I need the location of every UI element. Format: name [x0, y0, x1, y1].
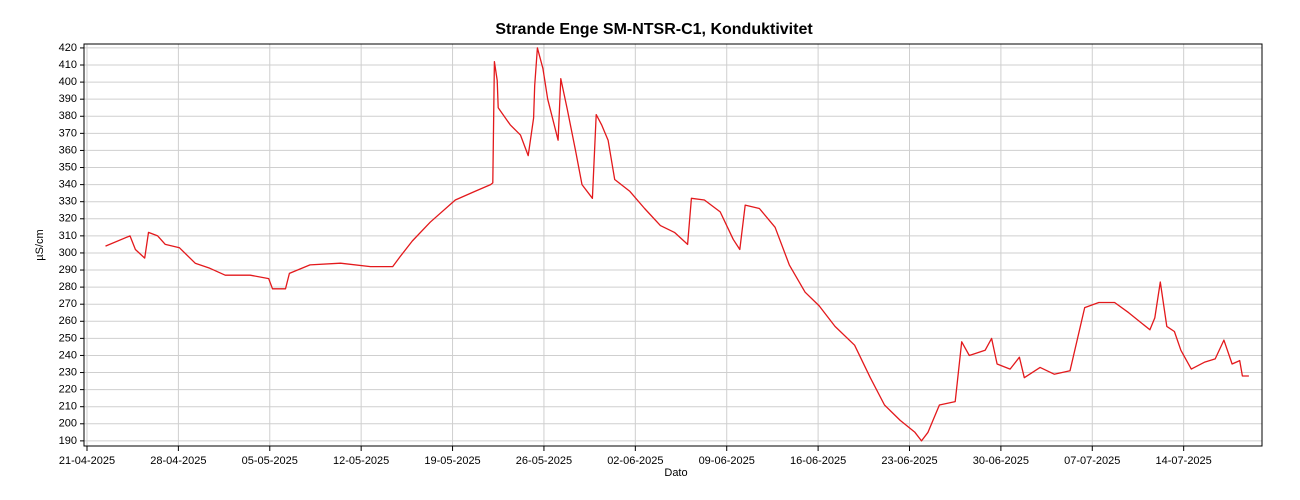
x-tick-label: 26-05-2025 [516, 455, 572, 467]
x-tick-label: 19-05-2025 [424, 455, 480, 467]
y-tick-label: 330 [59, 196, 77, 208]
x-tick-label: 09-06-2025 [699, 455, 755, 467]
y-tick-label: 270 [59, 298, 77, 310]
y-tick-label: 250 [59, 332, 77, 344]
y-tick-label: 340 [59, 179, 77, 191]
y-tick-label: 260 [59, 315, 77, 327]
y-tick-label: 410 [59, 59, 77, 71]
y-tick-label: 380 [59, 110, 77, 122]
y-tick-label: 300 [59, 247, 77, 259]
y-tick-label: 420 [59, 42, 77, 54]
y-tick-label: 290 [59, 264, 77, 276]
y-tick-label: 360 [59, 144, 77, 156]
y-tick-label: 190 [59, 435, 77, 447]
data-line [105, 47, 1249, 442]
x-tick-label: 07-07-2025 [1064, 455, 1120, 467]
y-tick-label: 370 [59, 127, 77, 139]
x-axis-label: Dato [664, 467, 687, 479]
x-tick-label: 23-06-2025 [881, 455, 937, 467]
x-tick-label: 02-06-2025 [607, 455, 663, 467]
x-tick-label: 16-06-2025 [790, 455, 846, 467]
y-tick-label: 310 [59, 230, 77, 242]
y-tick-label: 220 [59, 384, 77, 396]
y-tick-label: 350 [59, 161, 77, 173]
x-tick-label: 14-07-2025 [1156, 455, 1212, 467]
x-tick-label: 28-04-2025 [150, 455, 206, 467]
y-tick-label: 400 [59, 76, 77, 88]
x-tick-label: 05-05-2025 [242, 455, 298, 467]
x-tick-label: 30-06-2025 [973, 455, 1029, 467]
y-axis-label: µS/cm [34, 229, 46, 260]
x-tick-label: 12-05-2025 [333, 455, 389, 467]
y-tick-label: 230 [59, 366, 77, 378]
plot-frame [83, 43, 1263, 447]
y-tick-label: 390 [59, 93, 77, 105]
y-tick-label: 240 [59, 349, 77, 361]
y-tick-label: 200 [59, 418, 77, 430]
y-tick-label: 280 [59, 281, 77, 293]
chart-title: Strande Enge SM-NTSR-C1, Konduktivitet [495, 21, 813, 38]
x-tick-label: 21-04-2025 [59, 455, 115, 467]
y-tick-label: 320 [59, 213, 77, 225]
y-tick-label: 210 [59, 401, 77, 413]
